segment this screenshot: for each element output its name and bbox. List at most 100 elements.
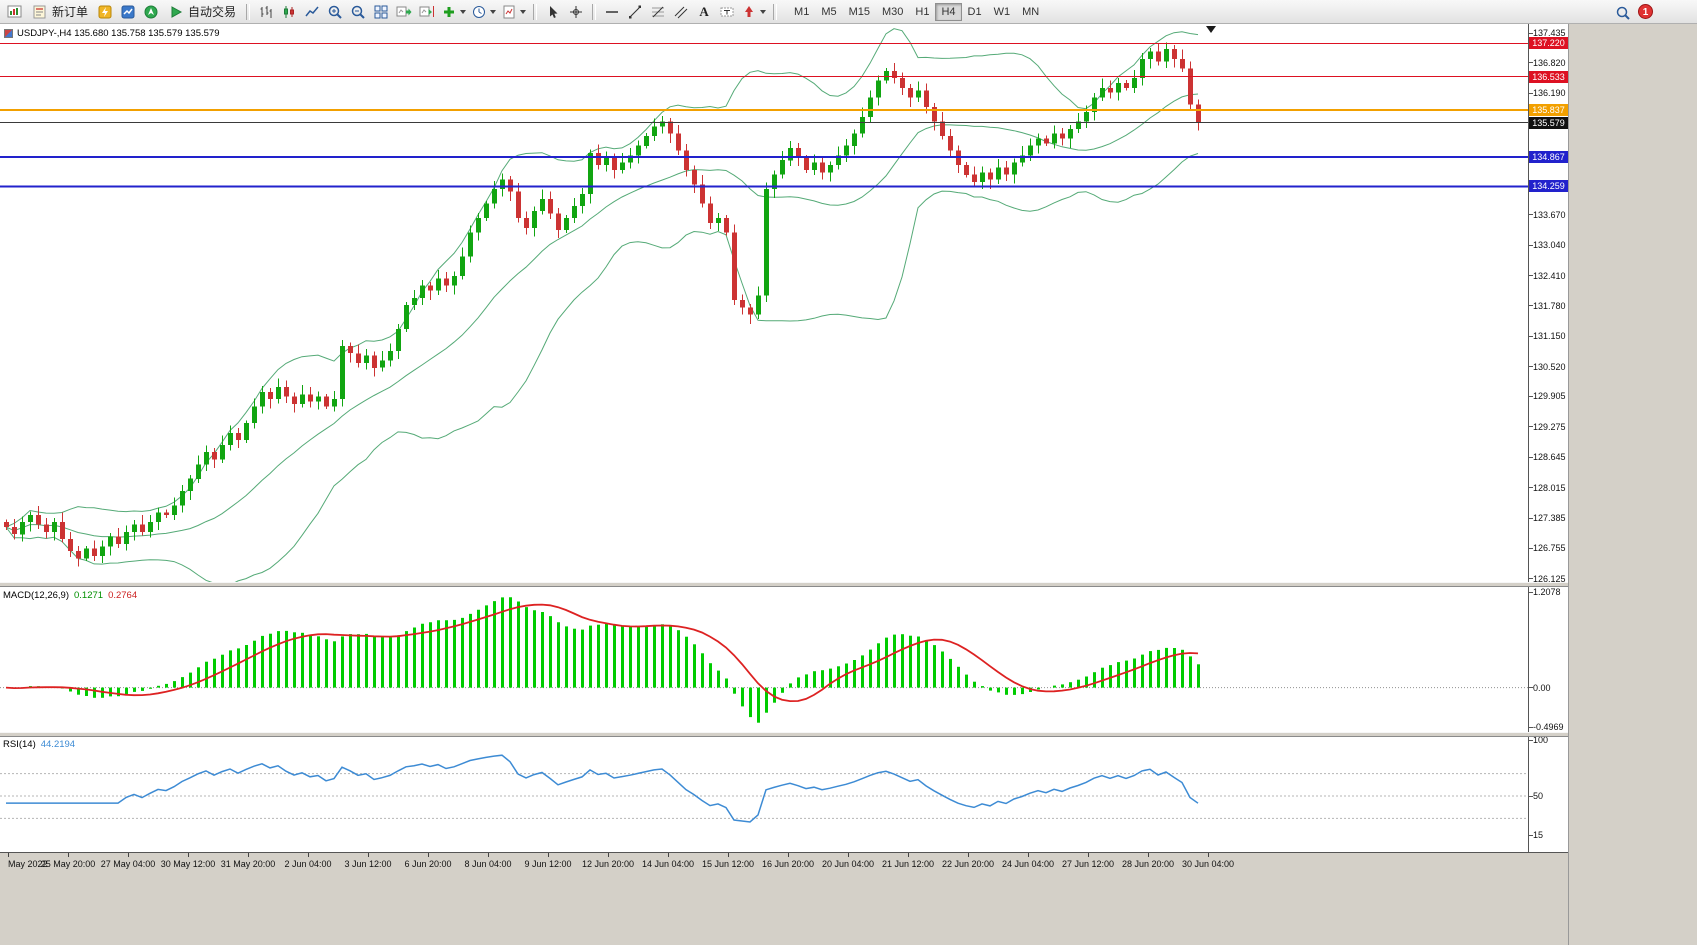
timeframe-h4[interactable]: H4 <box>935 2 962 21</box>
time-tick <box>308 853 309 857</box>
crosshair-button[interactable] <box>565 2 587 22</box>
new-order-label: 新订单 <box>52 5 89 19</box>
timeframe-m1[interactable]: M1 <box>794 5 810 18</box>
symbol-ohlc-text: USDJPY-,H4 135.680 135.758 135.579 135.5… <box>17 28 220 39</box>
price-tick-label: 132.410 <box>1533 270 1566 281</box>
new-order-button[interactable]: 新订单 <box>27 2 93 22</box>
timeframe-d1[interactable]: D1 <box>967 5 982 18</box>
time-tick <box>788 853 789 857</box>
notification-badge[interactable]: 1 <box>1638 4 1653 19</box>
time-tick <box>668 853 669 857</box>
axis-tick <box>1529 578 1533 580</box>
toolbar: 新订单 自动交易 A M1 M5 M15 M30 H1 H4 D1 W1 MN 1 <box>0 0 1697 24</box>
auto-scroll-icon <box>396 6 412 16</box>
axis-tick <box>1529 591 1533 593</box>
time-label: 9 Jun 12:00 <box>524 859 572 869</box>
rsi-label: RSI(14) <box>3 739 36 750</box>
search-button[interactable] <box>1612 3 1634 23</box>
time-label: 12 Jun 20:00 <box>581 859 635 869</box>
periods-clock-icon <box>473 5 486 18</box>
timeframe-w1[interactable]: W1 <box>993 5 1011 18</box>
crosshair-icon <box>570 5 583 18</box>
time-label: 22 Jun 20:00 <box>941 859 995 869</box>
autotrading-button[interactable]: 自动交易 <box>163 2 241 22</box>
trendline-button[interactable] <box>624 2 646 22</box>
horizontal-line-button[interactable] <box>601 2 623 22</box>
chart-shift-button[interactable] <box>416 2 438 22</box>
chart-shift-marker-icon[interactable] <box>1206 26 1216 33</box>
navigator-button[interactable] <box>140 2 162 22</box>
zoom-out-button[interactable] <box>347 2 369 22</box>
cursor-button[interactable] <box>542 2 564 22</box>
axis-tick <box>1529 335 1533 337</box>
chevron-down-icon <box>520 9 527 14</box>
axis-tick <box>1529 517 1533 519</box>
autotrading-play-icon <box>171 5 183 18</box>
auto-scroll-button[interactable] <box>393 2 415 22</box>
templates-icon <box>503 5 515 18</box>
chart-candles-icon <box>284 5 295 18</box>
time-tick <box>1088 853 1089 857</box>
timeframe-h1[interactable]: H1 <box>915 5 930 18</box>
templates-button[interactable] <box>499 2 528 22</box>
chart-bars-button[interactable] <box>255 2 277 22</box>
tile-windows-icon <box>374 5 388 18</box>
toolbar-separator <box>533 3 538 20</box>
time-label: 16 Jun 20:00 <box>761 859 815 869</box>
chevron-down-icon <box>460 9 467 14</box>
axis-tick <box>1529 305 1533 307</box>
price-tick-label: 133.670 <box>1533 209 1566 220</box>
price-tick-label: 133.040 <box>1533 240 1566 251</box>
arrow-shapes-icon <box>745 5 754 17</box>
timeframe-group: M1 M5 M15 M30 H1 H4 D1 W1 MN <box>788 2 1045 21</box>
timeframe-mn[interactable]: MN <box>1022 5 1040 18</box>
time-label: 30 May 12:00 <box>160 859 216 869</box>
label-tool-button[interactable] <box>716 2 738 22</box>
time-label: 2 Jun 04:00 <box>284 859 332 869</box>
axis-tick <box>1529 32 1533 34</box>
fibonacci-icon <box>652 6 665 17</box>
toolbar-separator <box>592 3 597 20</box>
price-level-box: 135.837 <box>1529 104 1568 117</box>
macd-axis-label: 0.00 <box>1533 682 1551 693</box>
panel-splitter[interactable] <box>0 732 1568 737</box>
axis-tick <box>1529 547 1533 549</box>
chart-candles-button[interactable] <box>278 2 300 22</box>
fibonacci-button[interactable] <box>647 2 669 22</box>
channel-button[interactable] <box>670 2 692 22</box>
market-watch-button[interactable] <box>117 2 139 22</box>
indicators-button[interactable] <box>439 2 468 22</box>
macd-header: MACD(12,26,9) 0.1271 0.2764 <box>3 590 137 601</box>
timeframe-m5[interactable]: M5 <box>821 5 837 18</box>
price-tick-label: 128.015 <box>1533 482 1566 493</box>
chart-bars-icon <box>260 5 272 18</box>
time-axis[interactable]: May 2022 25 May 20:00 27 May 04:00 30 May 1… <box>0 852 1568 945</box>
macd-axis-label: 1.2078 <box>1533 587 1561 597</box>
axis-tick <box>1529 726 1533 728</box>
new-chart-button[interactable] <box>4 2 26 22</box>
chevron-down-icon <box>490 9 497 14</box>
workspace-background <box>1568 24 1697 945</box>
timeframe-m15[interactable]: M15 <box>848 5 870 18</box>
metaeditor-button[interactable] <box>94 2 116 22</box>
cursor-icon <box>550 5 558 18</box>
symbol-ohlc-line: USDJPY-,H4 135.680 135.758 135.579 135.5… <box>4 28 219 39</box>
time-tick <box>128 853 129 857</box>
time-label: 27 Jun 12:00 <box>1061 859 1115 869</box>
text-tool-icon: A <box>699 3 709 19</box>
new-order-icon <box>33 5 46 18</box>
price-level-box: 134.259 <box>1529 180 1568 193</box>
chart-window-icon <box>4 29 13 38</box>
tile-windows-button[interactable] <box>370 2 392 22</box>
arrows-button[interactable] <box>739 2 768 22</box>
price-tick-label: 131.150 <box>1533 331 1566 342</box>
main-chart-canvas[interactable] <box>0 24 1568 853</box>
zoom-in-button[interactable] <box>324 2 346 22</box>
timeframe-m30[interactable]: M30 <box>882 5 904 18</box>
periods-button[interactable] <box>469 2 498 22</box>
text-tool-button[interactable]: A <box>693 2 715 22</box>
price-axis[interactable]: 137.435 136.820 136.190 133.670 133.040 132.4… <box>1528 24 1568 852</box>
price-tick-label: 129.905 <box>1533 391 1566 402</box>
chart-line-button[interactable] <box>301 2 323 22</box>
panel-splitter[interactable] <box>0 582 1568 587</box>
